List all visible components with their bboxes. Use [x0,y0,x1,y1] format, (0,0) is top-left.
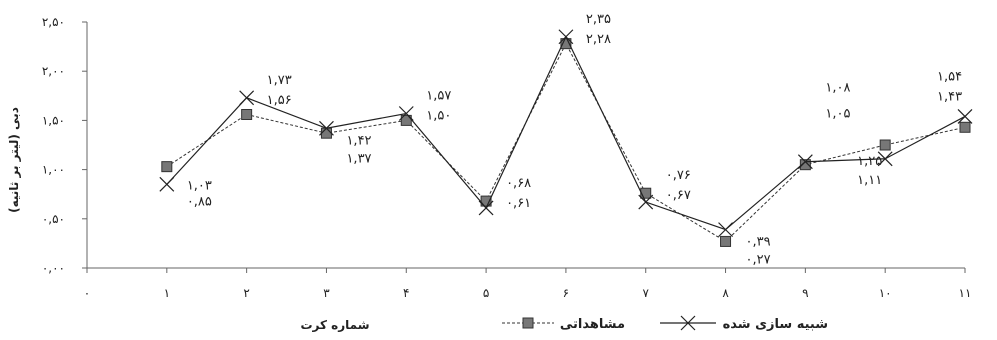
data-point-simulated [638,194,654,210]
y-tick-label: ۱,۵۰ [42,113,65,127]
data-label: ۱,۵۴ [937,69,962,84]
marker-stroke [478,200,494,216]
data-point-simulated [558,29,574,45]
marker-stroke [398,106,414,121]
data-label: ۱,۴۳ [937,89,962,104]
data-point-observed [959,121,971,133]
y-tick-label: ۰,۵۰ [42,212,65,226]
data-point-observed [799,159,811,171]
data-point-observed [560,38,572,50]
y-tick-label: ۰,۰۰ [42,261,65,275]
y-tick-label: ۱,۰۰ [42,163,65,177]
data-point-simulated [718,222,733,238]
x-tick-label: ۵ [483,286,489,300]
marker-stroke [957,109,973,124]
data-point-observed [320,127,332,139]
data-point-simulated [319,120,334,136]
x-tick-label: ۱۰ [879,286,892,300]
data-label: ۰,۸۵ [187,194,212,209]
y-axis-title: دبی (لیتر بر ثانیه) [7,107,21,213]
marker-stroke [877,151,893,167]
data-point-observed [241,108,253,120]
x-tick-label: ۸ [722,286,729,300]
data-label: ۰,۶۱ [506,196,531,211]
data-label: ۰,۲۷ [746,253,771,268]
axes: ۰,۰۰ ۰,۵۰ ۱,۰۰ ۱,۵۰ ۲,۰۰ ۲,۵۰ ۰ ۱ ۲ ۳ ۴ ۵ ۶ ۷ ۸ ۹ ۱۰ ۱۱ [42,15,972,300]
legend: مشاهداتی شبیه سازی شده [502,315,828,332]
marker-stroke [797,154,813,170]
data-point-simulated [797,154,813,170]
x-tick-label: ۱۱ [959,286,972,300]
series-layer [159,29,973,247]
marker-stroke [558,29,574,45]
marker-stroke [680,315,696,331]
data-label: ۱,۲۵ [857,154,882,169]
y-tick-label: ۲,۵۰ [42,15,65,29]
data-label: ۰,۶۷ [666,188,691,203]
data-label: ۱,۴۲ [346,133,371,148]
legend-marker-observed [522,317,534,329]
data-point-simulated [239,90,255,106]
data-label: ۱,۳۷ [346,151,371,166]
data-point-simulated [398,106,414,121]
data-label: ۱,۰۵ [825,107,850,122]
data-point-simulated [159,176,175,192]
marker-stroke [319,120,334,136]
marker-stroke [159,176,175,192]
data-label: ۰,۷۶ [666,168,691,183]
data-labels: ۱,۰۳۰,۸۵ ۱,۷۳ ۱,۵۶ ۱,۴۲ ۱,۳۷ ۱,۵۷ ۱,۵۰ ۰,۶۸ ۰,۶۱… [187,12,962,268]
marker-stroke [638,194,654,210]
data-point-simulated [478,200,494,216]
y-tick-label: ۲,۰۰ [42,64,65,78]
legend-marker-simulated [680,315,696,331]
data-point-observed [480,195,492,207]
data-point-observed [720,235,732,247]
data-label: ۱,۵۷ [426,89,451,104]
data-label: ۱,۰۳ [187,178,212,193]
series-line-2 [166,35,966,231]
data-label: ۲,۳۵ [586,12,611,27]
data-label: ۱,۵۰ [426,109,451,124]
data-label: ۰,۳۹ [746,235,771,250]
x-tick-label: ۰ [84,286,90,300]
x-tick-label: ۷ [643,286,650,300]
x-tick-label: ۹ [802,286,808,300]
x-tick-label: ۴ [403,286,409,300]
data-point-observed [161,161,173,173]
data-point-observed [640,187,652,199]
x-tick-label: ۶ [563,286,569,300]
x-tick-label: ۱ [164,286,170,300]
data-label: ۱,۷۳ [267,73,292,88]
data-label: ۰,۶۸ [506,176,531,191]
data-point-observed [400,114,412,126]
data-label: ۲,۲۸ [586,32,611,47]
data-label: ۱,۵۶ [267,93,292,108]
data-point-simulated [957,109,973,124]
x-tick-label: ۲ [243,286,249,300]
data-point-simulated [877,151,893,167]
marker-stroke [239,90,255,106]
legend-label-observed: مشاهداتی [560,317,625,332]
x-axis-title: شماره کرت [300,318,369,332]
data-label: ۱,۱۱ [857,173,882,188]
legend-label-simulated: شبیه سازی شده [723,317,828,332]
data-point-observed [879,139,891,151]
x-tick-label: ۳ [323,286,330,300]
data-label: ۱,۰۸ [825,81,850,96]
marker-stroke [718,222,733,238]
